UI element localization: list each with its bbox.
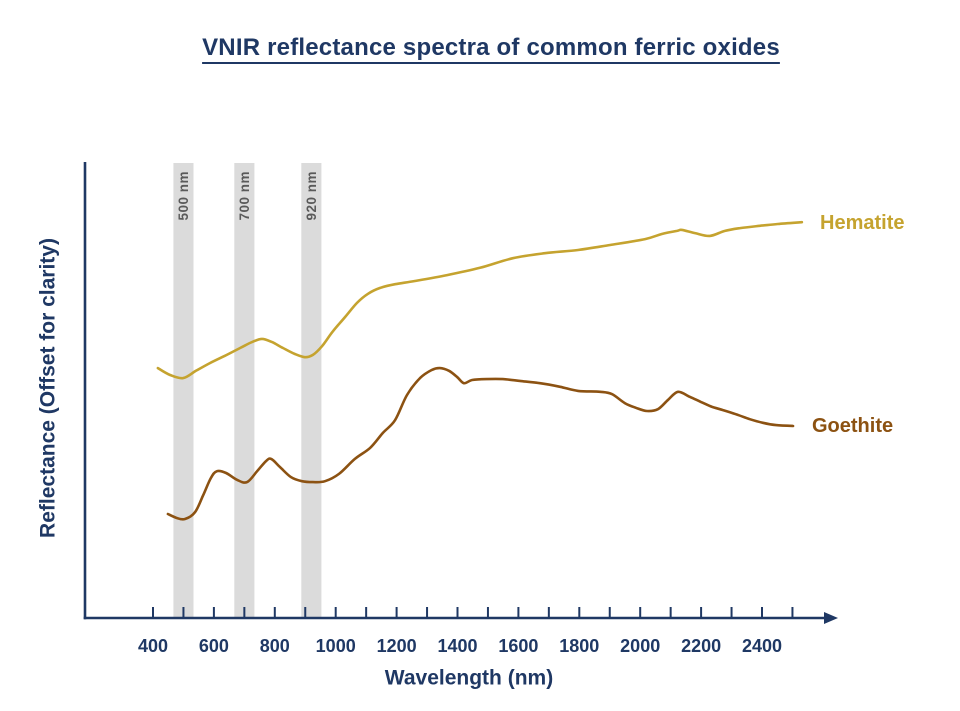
x-tick-label: 2400	[742, 636, 782, 656]
x-axis-arrow	[824, 612, 838, 624]
wavelength-band	[173, 163, 194, 618]
x-tick-label: 2200	[681, 636, 721, 656]
x-tick-label: 1000	[316, 636, 356, 656]
x-tick-label: 1800	[559, 636, 599, 656]
hematite-series-label: Hematite	[820, 212, 904, 234]
goethite-series-label: Goethite	[812, 415, 893, 437]
spectra-curves-layer	[156, 220, 804, 521]
wavelength-bands-layer: 500 nm 700 nm 920 nm	[173, 163, 322, 618]
x-tick-label: 1400	[437, 636, 477, 656]
wavelength-band	[301, 163, 322, 618]
x-axis-label: Wavelength (nm)	[385, 667, 553, 690]
hematite-curve	[156, 220, 804, 380]
wavelength-band	[234, 163, 255, 618]
band-label: 700 nm	[237, 171, 252, 221]
chart-title: VNIR reflectance spectra of common ferri…	[22, 34, 960, 62]
chart-title-text: VNIR reflectance spectra of common ferri…	[202, 34, 780, 61]
x-tick-label: 1200	[377, 636, 417, 656]
axes-layer: 400 600 800 1000 1200 1400 1600 1800 2000 2200 240…	[83, 162, 838, 656]
x-tick-label: 600	[199, 636, 229, 656]
goethite-curve	[166, 366, 795, 521]
x-tick-label: 800	[260, 636, 290, 656]
x-tick-label: 1600	[498, 636, 538, 656]
band-label: 920 nm	[304, 171, 319, 221]
band-label: 500 nm	[176, 171, 191, 221]
x-tick-label: 400	[138, 636, 168, 656]
y-axis-label: Reflectance (Offset for clarity)	[37, 238, 60, 538]
x-tick-label: 2000	[620, 636, 660, 656]
